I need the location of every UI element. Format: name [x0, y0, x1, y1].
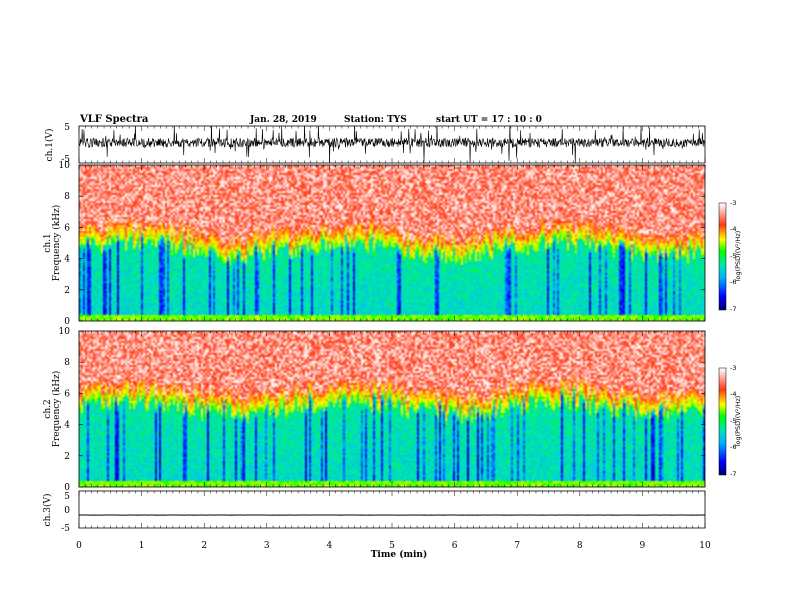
ch1-colorbar-label: log(PSD)(V²/Hz)	[734, 231, 742, 282]
time-tick-4: 4	[327, 541, 333, 551]
ch1-spectrogram-panel: ch.1 Frequency (kHz) 0 2 4 6 8 10 -3 -4 -5 -6…	[43, 161, 742, 327]
time-tick-6: 6	[452, 541, 458, 551]
ch2-spectrogram-ytick-8: 8	[64, 358, 70, 368]
ch2-spectrogram-image	[79, 331, 705, 487]
ch1-spectrogram-ytick-2: 2	[64, 286, 70, 296]
ch1-cb-tick-0: -3	[730, 199, 736, 207]
ch1-ytick-top: 5	[64, 123, 70, 133]
ch1-spectrogram-ytick-0: 0	[64, 317, 70, 327]
ch1-spectrogram-image	[79, 165, 705, 321]
time-tick-3: 3	[264, 541, 270, 551]
ch1-ytick-bottom: -5	[61, 155, 70, 165]
ch2-colorbar-label: log(PSD)(V²/Hz)	[734, 396, 742, 447]
ch2-spectrogram-ylabel: Frequency (kHz)	[51, 371, 62, 448]
ch2-spectrogram-yticks: 0 2 4 6 8 10	[59, 327, 705, 493]
figure-start-ut: start UT = 17 : 10 : 0	[436, 115, 542, 125]
time-tick-8: 8	[577, 541, 583, 551]
time-tick-10: 10	[699, 541, 711, 551]
ch2-cb-tick-3: -6	[730, 443, 736, 451]
figure-station: Station: TYS	[344, 115, 407, 125]
ch3-waveform-frame	[78, 490, 706, 529]
ch2-spectrogram-panel: ch.2 Frequency (kHz) 0 2 4 6 8 10 -3 -4 -5 -6…	[43, 327, 742, 493]
ch3-waveform-ylabel: ch.3(V)	[42, 494, 53, 527]
ch2-cb-tick-0: -3	[730, 364, 736, 372]
ch2-cb-tick-1: -4	[730, 390, 736, 398]
ch2-spectrogram-ytick-0: 0	[64, 483, 70, 493]
ch2-colorbar	[719, 368, 726, 475]
ch2-cb-tick-4: -7	[730, 470, 736, 478]
ch2-colorbar-frame	[718, 367, 727, 476]
ch1-spectrogram-ytick-8: 8	[64, 192, 70, 202]
time-tick-2: 2	[201, 541, 207, 551]
ch1-spectrogram-ylabel: Frequency (kHz)	[51, 205, 62, 282]
ch1-cb-tick-4: -7	[730, 305, 736, 313]
ch3-ytick-top: 5	[64, 492, 70, 502]
axis-ticks	[78, 126, 706, 528]
time-tick-5: 5	[389, 541, 395, 551]
figure-title: VLF Spectra	[79, 114, 149, 125]
ch1-waveform-panel: ch.1(V) 5 -5	[44, 123, 706, 165]
time-axis: 0 1 2 3 4 5 6 7 8 9 10	[76, 541, 711, 551]
ch2-cb-tick-2: -5	[730, 417, 736, 425]
time-tick-1: 1	[139, 541, 145, 551]
ch1-spectrogram-yticks: 0 2 4 6 8 10	[59, 161, 705, 327]
time-tick-0: 0	[76, 541, 82, 551]
ch1-colorbar-frame	[718, 202, 727, 311]
ch3-ytick-bottom: -5	[61, 524, 70, 534]
ch2-spectrogram-ytick-6: 6	[64, 389, 70, 399]
figure-date: Jan. 28, 2019	[249, 115, 317, 125]
ch1-cb-tick-1: -4	[730, 225, 736, 233]
ch2-spectrogram-ytick-4: 4	[64, 421, 70, 431]
ch2-spectrogram-ytick-10: 10	[59, 327, 71, 337]
ch1-waveform-ylabel: ch.1(V)	[44, 129, 55, 162]
time-tick-9: 9	[640, 541, 646, 551]
ch1-spectrogram-ytick-6: 6	[64, 223, 70, 233]
ch1-waveform-trace	[79, 126, 705, 163]
ch1-cb-tick-3: -6	[730, 278, 736, 286]
time-axis-label: Time (min)	[371, 549, 428, 560]
ch2-spectrogram-ytick-2: 2	[64, 452, 70, 462]
ch1-cb-tick-2: -5	[730, 252, 736, 260]
ch1-spectrogram-title: ch.1	[43, 233, 53, 252]
ch3-waveform-panel: ch.3(V) 5 0 -5	[42, 490, 706, 534]
ch2-spectrogram-title: ch.2	[43, 399, 53, 418]
ch1-spectrogram-ytick-10: 10	[59, 161, 71, 171]
time-tick-7: 7	[514, 541, 520, 551]
ch1-spectrogram-ytick-4: 4	[64, 255, 70, 265]
ch1-colorbar	[719, 203, 726, 310]
ch3-ytick-mid: 0	[64, 506, 70, 516]
